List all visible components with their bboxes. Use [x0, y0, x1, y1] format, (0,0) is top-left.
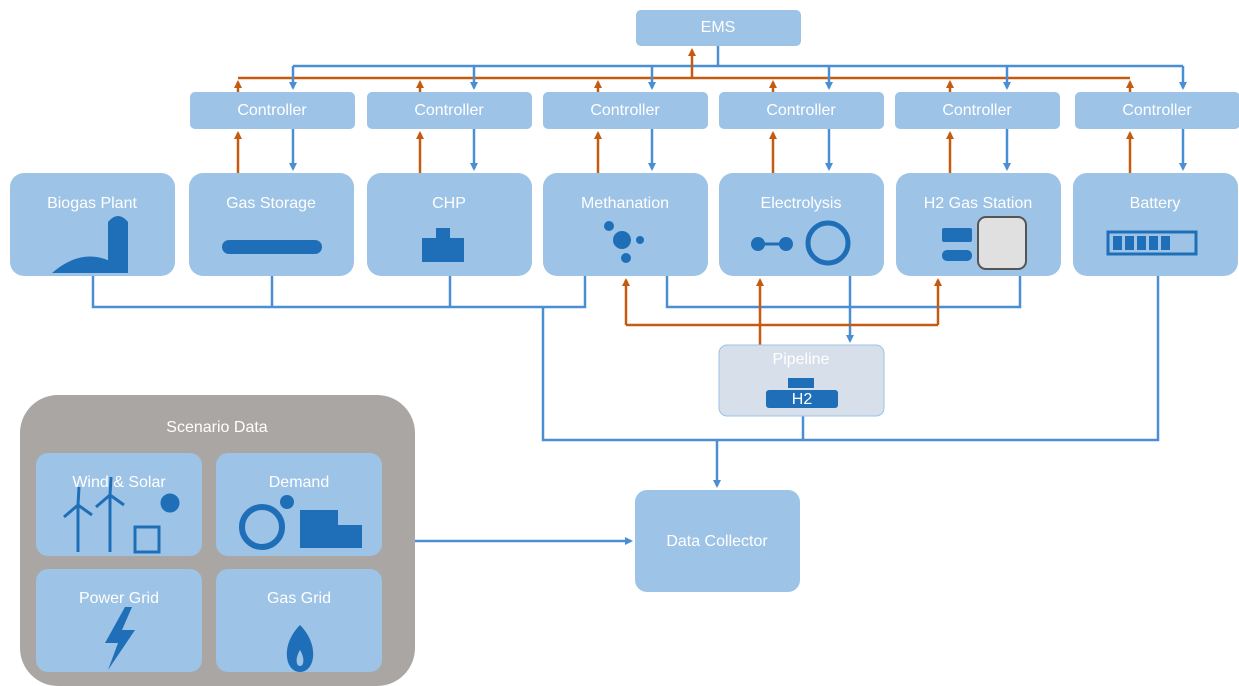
unit-label: Biogas Plant — [47, 195, 137, 212]
battery-cell — [1161, 236, 1170, 250]
sun — [160, 493, 180, 513]
solar-panel — [133, 525, 161, 554]
scenario-title: Scenario Data — [166, 419, 267, 436]
valve — [788, 378, 814, 388]
controller-label: Controller — [766, 102, 836, 119]
unit-label: Electrolysis — [761, 195, 842, 212]
demand-icon — [239, 495, 362, 550]
turbine-blades — [63, 486, 93, 519]
electrolysis-atom — [779, 237, 793, 251]
unit-icons — [52, 216, 1198, 273]
gear-small — [280, 495, 294, 509]
controller-box — [1075, 92, 1239, 129]
unit-box — [1073, 173, 1238, 276]
data-collector-label: Data Collector — [666, 533, 768, 550]
methanation-atom — [636, 236, 644, 244]
controller-label: Controller — [1122, 102, 1192, 119]
unit-box — [719, 173, 884, 276]
battery-cell — [1125, 236, 1134, 250]
controller-box — [719, 92, 884, 129]
biogas-icon — [52, 216, 128, 273]
turbine-blades — [95, 476, 125, 509]
controller-label: Controller — [414, 102, 484, 119]
bolt — [105, 607, 135, 670]
unit-label: H2 Gas Station — [924, 195, 1033, 212]
factory — [300, 510, 362, 548]
scenario-item — [216, 569, 382, 672]
scenario-item-label: Wind & Solar — [72, 474, 166, 491]
battery-icon — [1106, 230, 1198, 256]
controller-label: Controller — [237, 102, 307, 119]
gas-storage-icon — [222, 240, 322, 254]
battery-cell — [1113, 236, 1122, 250]
controller-box — [190, 92, 355, 129]
battery-cell — [1137, 236, 1146, 250]
methanation-atom — [604, 221, 614, 231]
methanation-atom — [621, 253, 631, 263]
chp-icon — [422, 228, 464, 262]
controller-label: Controller — [590, 102, 660, 119]
unit-label: Battery — [1130, 195, 1181, 212]
battery-cell — [1149, 236, 1158, 250]
unit-label: Gas Storage — [226, 195, 316, 212]
scenario-item-label: Demand — [269, 474, 329, 491]
h2-car — [942, 250, 972, 261]
ems-box — [636, 10, 801, 46]
electrolysis-atom — [751, 237, 765, 251]
ems-label: EMS — [701, 19, 736, 36]
blue-connector — [665, 276, 1022, 309]
unit-label: Methanation — [581, 195, 669, 212]
blue-connector — [91, 276, 587, 309]
pipe — [766, 390, 838, 408]
pipeline-icon-label: H2 — [792, 391, 813, 408]
methanation-icon — [613, 231, 631, 249]
controller-box — [543, 92, 708, 129]
pipeline-label: Pipeline — [773, 351, 830, 368]
h2-truck — [942, 228, 972, 242]
unit-box — [543, 173, 708, 276]
unit-box — [10, 173, 175, 276]
controller-box — [895, 92, 1060, 129]
data-collector-box — [635, 490, 800, 592]
wind-solar-icon — [63, 476, 180, 554]
gear — [239, 504, 285, 550]
electrolysis-cycle — [805, 220, 851, 266]
controller-label: Controller — [942, 102, 1012, 119]
flame — [286, 625, 314, 672]
unit-box — [367, 173, 532, 276]
scenario-item-label: Power Grid — [79, 590, 159, 607]
unit-label: CHP — [432, 195, 466, 212]
blue-connector — [541, 276, 1160, 442]
unit-box — [189, 173, 354, 276]
controller-box — [367, 92, 532, 129]
scenario-item-label: Gas Grid — [267, 590, 331, 607]
h2-station-icon — [977, 216, 1027, 270]
